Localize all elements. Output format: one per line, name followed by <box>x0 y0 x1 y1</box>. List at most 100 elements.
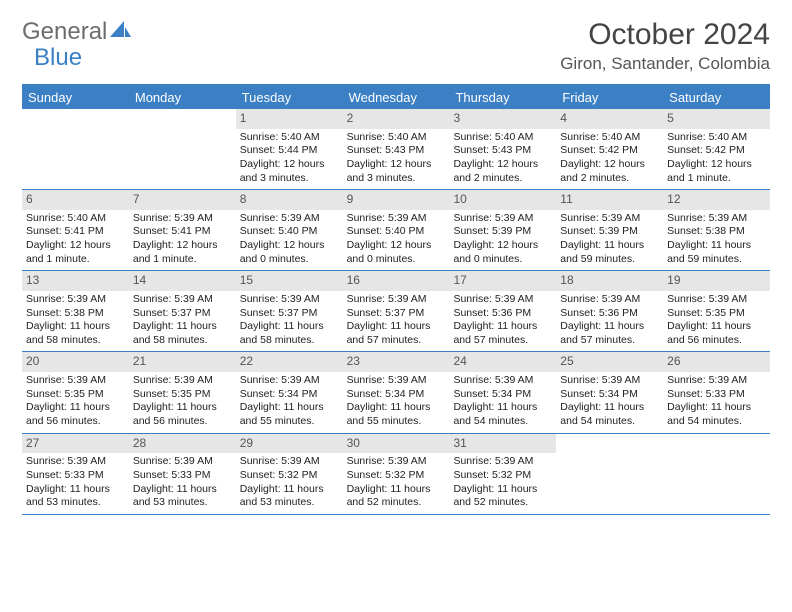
calendar: SundayMondayTuesdayWednesdayThursdayFrid… <box>22 84 770 515</box>
daylight-line: Daylight: 11 hours and 55 minutes. <box>240 401 339 428</box>
daylight-line: Daylight: 11 hours and 57 minutes. <box>347 320 446 347</box>
day-cell: 24Sunrise: 5:39 AMSunset: 5:34 PMDayligh… <box>449 352 556 432</box>
day-number: 28 <box>129 434 236 454</box>
day-number: 29 <box>236 434 343 454</box>
sunrise-line: Sunrise: 5:39 AM <box>347 455 446 469</box>
daylight-line: Daylight: 11 hours and 55 minutes. <box>347 401 446 428</box>
sunrise-line: Sunrise: 5:39 AM <box>453 212 552 226</box>
week-row: 27Sunrise: 5:39 AMSunset: 5:33 PMDayligh… <box>22 434 770 515</box>
month-title: October 2024 <box>560 18 770 52</box>
day-number: 5 <box>663 109 770 129</box>
day-number: 20 <box>22 352 129 372</box>
day-number: 18 <box>556 271 663 291</box>
day-cell: 29Sunrise: 5:39 AMSunset: 5:32 PMDayligh… <box>236 434 343 514</box>
day-number: 17 <box>449 271 556 291</box>
sunrise-line: Sunrise: 5:39 AM <box>453 455 552 469</box>
day-number: 15 <box>236 271 343 291</box>
logo: General <box>22 18 132 46</box>
day-cell: 26Sunrise: 5:39 AMSunset: 5:33 PMDayligh… <box>663 352 770 432</box>
day-cell: 15Sunrise: 5:39 AMSunset: 5:37 PMDayligh… <box>236 271 343 351</box>
day-cell: 21Sunrise: 5:39 AMSunset: 5:35 PMDayligh… <box>129 352 236 432</box>
sunset-line: Sunset: 5:33 PM <box>133 469 232 483</box>
day-cell: 3 Sunrise: 5:40 AMSunset: 5:43 PMDaylight… <box>449 109 556 189</box>
sunset-line: Sunset: 5:37 PM <box>240 307 339 321</box>
sunrise-line: Sunrise: 5:40 AM <box>453 131 552 145</box>
daylight-line: Daylight: 11 hours and 54 minutes. <box>667 401 766 428</box>
sunset-line: Sunset: 5:34 PM <box>560 388 659 402</box>
weekday-header: Wednesday <box>343 86 450 109</box>
sunset-line: Sunset: 5:36 PM <box>560 307 659 321</box>
sunrise-line: Sunrise: 5:40 AM <box>347 131 446 145</box>
sunrise-line: Sunrise: 5:39 AM <box>133 455 232 469</box>
daylight-line: Daylight: 11 hours and 58 minutes. <box>26 320 125 347</box>
sunset-line: Sunset: 5:43 PM <box>453 144 552 158</box>
sunset-line: Sunset: 5:36 PM <box>453 307 552 321</box>
daylight-line: Daylight: 11 hours and 59 minutes. <box>560 239 659 266</box>
sunrise-line: Sunrise: 5:39 AM <box>453 374 552 388</box>
sunset-line: Sunset: 5:32 PM <box>240 469 339 483</box>
day-cell: . <box>129 109 236 189</box>
sunset-line: Sunset: 5:38 PM <box>667 225 766 239</box>
day-cell: 18Sunrise: 5:39 AMSunset: 5:36 PMDayligh… <box>556 271 663 351</box>
daylight-line: Daylight: 12 hours and 2 minutes. <box>560 158 659 185</box>
sunrise-line: Sunrise: 5:39 AM <box>26 455 125 469</box>
sunrise-line: Sunrise: 5:39 AM <box>347 293 446 307</box>
daylight-line: Daylight: 11 hours and 57 minutes. <box>453 320 552 347</box>
day-number: 4 <box>556 109 663 129</box>
day-cell: 14Sunrise: 5:39 AMSunset: 5:37 PMDayligh… <box>129 271 236 351</box>
day-number: 3 <box>449 109 556 129</box>
sunset-line: Sunset: 5:38 PM <box>26 307 125 321</box>
sunset-line: Sunset: 5:33 PM <box>26 469 125 483</box>
daylight-line: Daylight: 11 hours and 54 minutes. <box>453 401 552 428</box>
day-number: 8 <box>236 190 343 210</box>
day-number: 27 <box>22 434 129 454</box>
day-cell: 19Sunrise: 5:39 AMSunset: 5:35 PMDayligh… <box>663 271 770 351</box>
sunset-line: Sunset: 5:34 PM <box>240 388 339 402</box>
day-cell: 1Sunrise: 5:40 AMSunset: 5:44 PMDaylight… <box>236 109 343 189</box>
day-cell: 23Sunrise: 5:39 AMSunset: 5:34 PMDayligh… <box>343 352 450 432</box>
day-cell: 11Sunrise: 5:39 AMSunset: 5:39 PMDayligh… <box>556 190 663 270</box>
day-number: 23 <box>343 352 450 372</box>
day-number: 13 <box>22 271 129 291</box>
day-number: 21 <box>129 352 236 372</box>
sunrise-line: Sunrise: 5:39 AM <box>560 293 659 307</box>
week-row: 6Sunrise: 5:40 AMSunset: 5:41 PMDaylight… <box>22 190 770 271</box>
sunrise-line: Sunrise: 5:39 AM <box>133 293 232 307</box>
daylight-line: Daylight: 11 hours and 59 minutes. <box>667 239 766 266</box>
weekday-header: Sunday <box>22 86 129 109</box>
daylight-line: Daylight: 11 hours and 53 minutes. <box>240 483 339 510</box>
weekday-header: Monday <box>129 86 236 109</box>
day-cell: 7Sunrise: 5:39 AMSunset: 5:41 PMDaylight… <box>129 190 236 270</box>
sunrise-line: Sunrise: 5:40 AM <box>667 131 766 145</box>
sunrise-line: Sunrise: 5:39 AM <box>667 374 766 388</box>
sunset-line: Sunset: 5:40 PM <box>240 225 339 239</box>
day-number: 11 <box>556 190 663 210</box>
sunrise-line: Sunrise: 5:39 AM <box>347 212 446 226</box>
sunset-line: Sunset: 5:39 PM <box>560 225 659 239</box>
daylight-line: Daylight: 11 hours and 52 minutes. <box>453 483 552 510</box>
sunset-line: Sunset: 5:42 PM <box>667 144 766 158</box>
sunrise-line: Sunrise: 5:39 AM <box>560 374 659 388</box>
day-number: 24 <box>449 352 556 372</box>
day-cell: 27Sunrise: 5:39 AMSunset: 5:33 PMDayligh… <box>22 434 129 514</box>
day-cell: 16Sunrise: 5:39 AMSunset: 5:37 PMDayligh… <box>343 271 450 351</box>
day-cell: 9Sunrise: 5:39 AMSunset: 5:40 PMDaylight… <box>343 190 450 270</box>
sunset-line: Sunset: 5:32 PM <box>347 469 446 483</box>
day-number: 1 <box>236 109 343 129</box>
day-number: 26 <box>663 352 770 372</box>
day-cell: 2Sunrise: 5:40 AMSunset: 5:43 PMDaylight… <box>343 109 450 189</box>
sunrise-line: Sunrise: 5:39 AM <box>240 293 339 307</box>
daylight-line: Daylight: 11 hours and 52 minutes. <box>347 483 446 510</box>
daylight-line: Daylight: 12 hours and 2 minutes. <box>453 158 552 185</box>
sunset-line: Sunset: 5:37 PM <box>133 307 232 321</box>
week-row: 13Sunrise: 5:39 AMSunset: 5:38 PMDayligh… <box>22 271 770 352</box>
sunrise-line: Sunrise: 5:39 AM <box>26 293 125 307</box>
weekday-header: Saturday <box>663 86 770 109</box>
sunrise-line: Sunrise: 5:39 AM <box>347 374 446 388</box>
day-cell: . <box>22 109 129 189</box>
weekday-header: Tuesday <box>236 86 343 109</box>
day-number: 22 <box>236 352 343 372</box>
daylight-line: Daylight: 12 hours and 0 minutes. <box>240 239 339 266</box>
day-number: 9 <box>343 190 450 210</box>
sunrise-line: Sunrise: 5:39 AM <box>240 374 339 388</box>
